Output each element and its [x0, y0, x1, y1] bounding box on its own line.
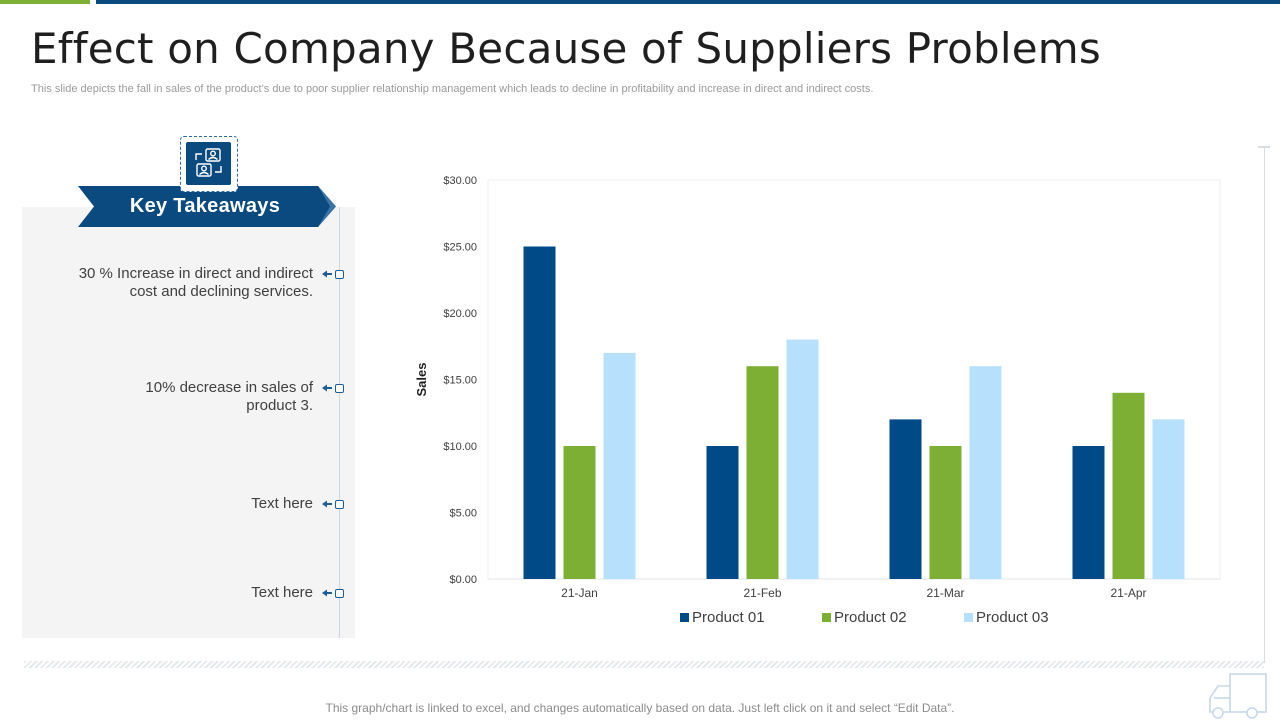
y-tick-label: $15.00	[443, 375, 477, 387]
bar	[969, 366, 1002, 579]
legend-swatch	[964, 613, 973, 622]
arrow-left-icon	[322, 384, 332, 392]
x-tick-label: 21-Mar	[926, 586, 964, 600]
y-tick-label: $20.00	[443, 308, 477, 320]
y-tick-label: $30.00	[443, 175, 477, 187]
takeaway-item-3: Text here	[251, 495, 313, 513]
x-tick-label: 21-Apr	[1110, 586, 1146, 600]
bar	[1112, 392, 1145, 579]
takeaways-heading: Key Takeaways	[129, 195, 281, 217]
takeaway-text-line: 30 % Increase in direct and indirect	[78, 265, 313, 282]
takeaways-banner	[78, 186, 336, 227]
takeaway-text-line: cost and declining services.	[129, 283, 313, 300]
legend-label: Product 02	[834, 609, 907, 626]
takeaways-icon-frame	[180, 136, 238, 192]
page-subtitle: This slide depicts the fall in sales of …	[31, 83, 874, 95]
takeaways-timeline-line	[339, 207, 340, 638]
legend-label: Product 01	[692, 609, 765, 626]
bar	[603, 352, 636, 579]
people-exchange-icon	[186, 142, 231, 185]
arrow-left-icon	[322, 500, 332, 508]
takeaway-item-2: 10% decrease in sales of product 3.	[145, 379, 313, 415]
y-tick-label: $10.00	[443, 441, 477, 453]
bar	[929, 446, 962, 579]
takeaway-item-4: Text here	[251, 584, 313, 602]
page-title: Effect on Company Because of Suppliers P…	[31, 24, 1101, 73]
bar	[563, 446, 596, 579]
x-tick-label: 21-Feb	[743, 586, 781, 600]
x-tick-label: 21-Jan	[561, 586, 598, 600]
legend-swatch	[822, 613, 831, 622]
arrow-left-icon	[322, 589, 332, 597]
truck-icon	[1209, 673, 1267, 719]
bar	[523, 246, 556, 579]
plot-area-frame	[487, 179, 1221, 580]
bar	[1072, 446, 1105, 579]
y-tick-label: $5.00	[449, 508, 477, 520]
y-tick-label: $25.00	[443, 242, 477, 254]
decorative-stripe	[24, 661, 1264, 668]
takeaways-panel	[22, 207, 355, 638]
top-accent-bar-blue	[96, 0, 1280, 4]
bar	[786, 339, 819, 579]
footer-note: This graph/chart is linked to excel, and…	[325, 701, 955, 715]
sales-bar-chart[interactable]: $0.00 $5.00 $10.00 $15.00 $20.00 $25.00 $30.00…	[400, 160, 1260, 640]
y-axis-label: Sales	[414, 363, 429, 397]
takeaway-text-line: Text here	[251, 495, 313, 512]
y-tick-label: $0.00	[449, 574, 477, 586]
bullet-marker	[335, 270, 344, 279]
bullet-marker	[335, 384, 344, 393]
bar	[1152, 419, 1185, 579]
decorative-line-cap	[1258, 146, 1270, 148]
arrow-left-icon	[322, 270, 332, 278]
legend-label: Product 03	[976, 609, 1049, 626]
takeaway-text-line: 10% decrease in sales of	[145, 379, 313, 396]
bar	[889, 419, 922, 579]
bar	[706, 446, 739, 579]
takeaway-text-line: Text here	[251, 584, 313, 601]
decorative-vertical-line	[1264, 148, 1265, 663]
bar	[746, 366, 779, 579]
takeaway-item-1: 30 % Increase in direct and indirect cos…	[79, 265, 313, 301]
takeaway-text-line: product 3.	[246, 397, 313, 414]
bullet-marker	[335, 500, 344, 509]
legend-swatch	[680, 613, 689, 622]
top-accent-bar-green	[0, 0, 90, 4]
bullet-marker	[335, 589, 344, 598]
